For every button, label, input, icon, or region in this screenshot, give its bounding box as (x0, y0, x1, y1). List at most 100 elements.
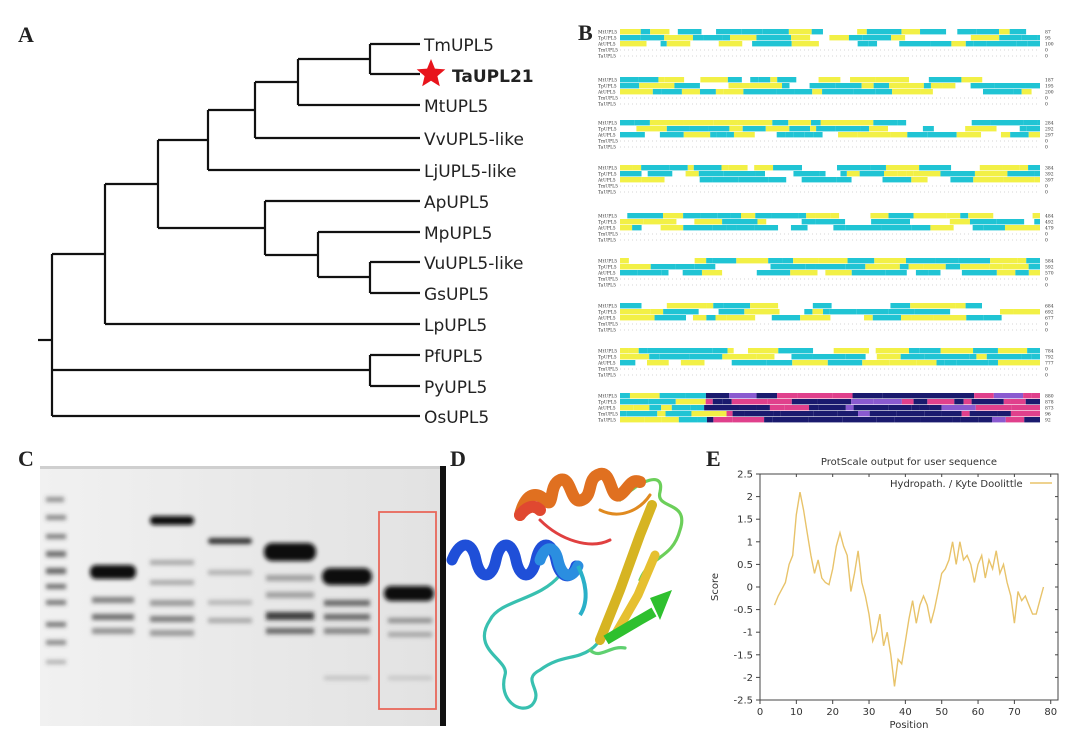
y-tick-label: 1 (747, 537, 753, 548)
sequence-name: TaUPL5 (598, 418, 616, 424)
sequence-name: TaUPL5 (598, 283, 616, 289)
x-tick-label: 80 (1044, 707, 1057, 718)
sequence-name: TpUPL5 (598, 310, 617, 316)
x-tick-label: 0 (757, 707, 763, 718)
sequence-position: 677 (1045, 316, 1054, 322)
x-tick-label: 40 (899, 707, 912, 718)
gel-lane-6 (384, 586, 434, 680)
sequence-name: TaUPL5 (598, 102, 616, 108)
sequence-position: 878 (1045, 400, 1054, 406)
gel-lane-4 (264, 543, 316, 634)
sequence-position: 0 (1045, 96, 1048, 102)
sequence-name: MtUPL5 (598, 166, 617, 172)
sequence-position: 692 (1045, 310, 1054, 316)
y-tick-label: -1 (743, 628, 753, 639)
sequence-position: 873 (1045, 406, 1054, 412)
sequence-name: TmUPL5 (598, 139, 618, 145)
sequence-position: 0 (1045, 367, 1048, 373)
sequence-name: TaUPL5 (598, 328, 616, 334)
sequence-position: 592 (1045, 265, 1054, 271)
tip-label-gsupl5: GsUPL5 (424, 285, 489, 305)
tip-label-taupl21: TaUPL21 (452, 67, 534, 87)
sequence-name: AtUPL5 (597, 361, 616, 367)
sequence-position: 200 (1045, 90, 1054, 96)
gel-lane-3 (208, 538, 252, 623)
sequence-name: TpUPL5 (598, 220, 617, 226)
sequence-name: AtUPL5 (597, 226, 616, 232)
sequence-position: 684 (1045, 304, 1054, 310)
y-tick-label: 0 (747, 583, 753, 594)
helix-blue (446, 539, 588, 617)
tip-label-osupl5: OsUPL5 (424, 408, 489, 428)
alignment-block: MtUPL5 684 TpUPL5 692 AtUPL5 677 TmUPL5 0 TaUPL5… (597, 303, 1054, 334)
sequence-name: AtUPL5 (597, 271, 616, 277)
sequence-name: AtUPL5 (597, 178, 616, 184)
highlight-star-icon (416, 59, 446, 87)
gel-lane-2 (150, 516, 194, 636)
sequence-name: TmUPL5 (598, 232, 618, 238)
sequence-name: MtUPL5 (598, 349, 617, 355)
sequence-name: TaUPL5 (598, 54, 616, 60)
sequence-position: 584 (1045, 259, 1054, 265)
sequence-name: TmUPL5 (598, 96, 618, 102)
sequence-position: 880 (1045, 394, 1054, 400)
sequence-position: 0 (1045, 277, 1048, 283)
alignment-block: MtUPL5 284 TpUPL5 292 AtUPL5 297 TmUPL5 0 TaUPL5… (597, 120, 1054, 151)
beta-strand-yellow (595, 500, 660, 645)
alignment-block: MtUPL5 187 TpUPL5 195 AtUPL5 200 TmUPL5 0 TaUPL5… (597, 77, 1054, 108)
sequence-name: TmUPL5 (598, 412, 618, 418)
sequence-name: AtUPL5 (597, 316, 616, 322)
sequence-name: TpUPL5 (598, 400, 617, 406)
sequence-position: 195 (1045, 84, 1054, 90)
x-tick-label: 10 (790, 707, 803, 718)
sequence-position: 484 (1045, 214, 1054, 220)
sequence-position: 784 (1045, 349, 1054, 355)
sequence-name: MtUPL5 (598, 259, 617, 265)
sequence-position: 0 (1045, 283, 1048, 289)
sequence-position: 95 (1045, 36, 1051, 42)
gel-lane-5 (322, 568, 372, 680)
tip-label-pfupl5: PfUPL5 (424, 347, 483, 367)
sequence-name: MtUPL5 (598, 214, 617, 220)
alignment-block: MtUPL5 784 TpUPL5 792 AtUPL5 777 TmUPL5 0 TaUPL5… (597, 348, 1054, 379)
tip-label-tmupl5: TmUPL5 (423, 36, 494, 56)
y-tick-label: -1.5 (733, 650, 753, 661)
sequence-position: 292 (1045, 127, 1054, 133)
sequence-position: 0 (1045, 190, 1048, 196)
gel-lane-1 (90, 565, 136, 634)
sequence-position: 87 (1045, 30, 1051, 36)
panel-label-c: C (18, 446, 34, 471)
sequence-name: AtUPL5 (597, 42, 616, 48)
sequence-position: 92 (1045, 418, 1051, 424)
sequence-position: 187 (1045, 78, 1054, 84)
tip-label-lpupl5: LpUPL5 (424, 316, 487, 336)
sequence-name: AtUPL5 (597, 406, 616, 412)
y-axis-label: Score (710, 573, 721, 601)
sequence-position: 0 (1045, 102, 1048, 108)
tip-label-vvupl5-like: VvUPL5-like (424, 130, 524, 150)
sequence-position: 492 (1045, 220, 1054, 226)
sequence-name: TpUPL5 (598, 127, 617, 133)
sequence-name: TaUPL5 (598, 145, 616, 151)
sequence-position: 297 (1045, 133, 1054, 139)
y-tick-label: -0.5 (733, 605, 753, 616)
sequence-name: MtUPL5 (598, 30, 617, 36)
sequence-name: TpUPL5 (598, 355, 617, 361)
y-tick-label: 2.5 (737, 470, 753, 481)
sequence-name: TmUPL5 (598, 277, 618, 283)
ladder-lane (46, 497, 66, 664)
sequence-name: TmUPL5 (598, 48, 618, 54)
sequence-name: TpUPL5 (598, 36, 617, 42)
sequence-position: 384 (1045, 166, 1054, 172)
x-tick-label: 60 (972, 707, 985, 718)
sequence-position: 0 (1045, 184, 1048, 190)
sequence-name: TpUPL5 (598, 172, 617, 178)
sequence-name: AtUPL5 (597, 90, 616, 96)
sequence-position: 0 (1045, 48, 1048, 54)
sequence-name: MtUPL5 (598, 78, 617, 84)
sequence-name: TaUPL5 (598, 190, 616, 196)
sequence-position: 0 (1045, 139, 1048, 145)
sequence-position: 0 (1045, 373, 1048, 379)
alignment-block: MtUPL5 880 TpUPL5 878 AtUPL5 873 TmUPL5 96 TaUPL… (597, 393, 1054, 424)
